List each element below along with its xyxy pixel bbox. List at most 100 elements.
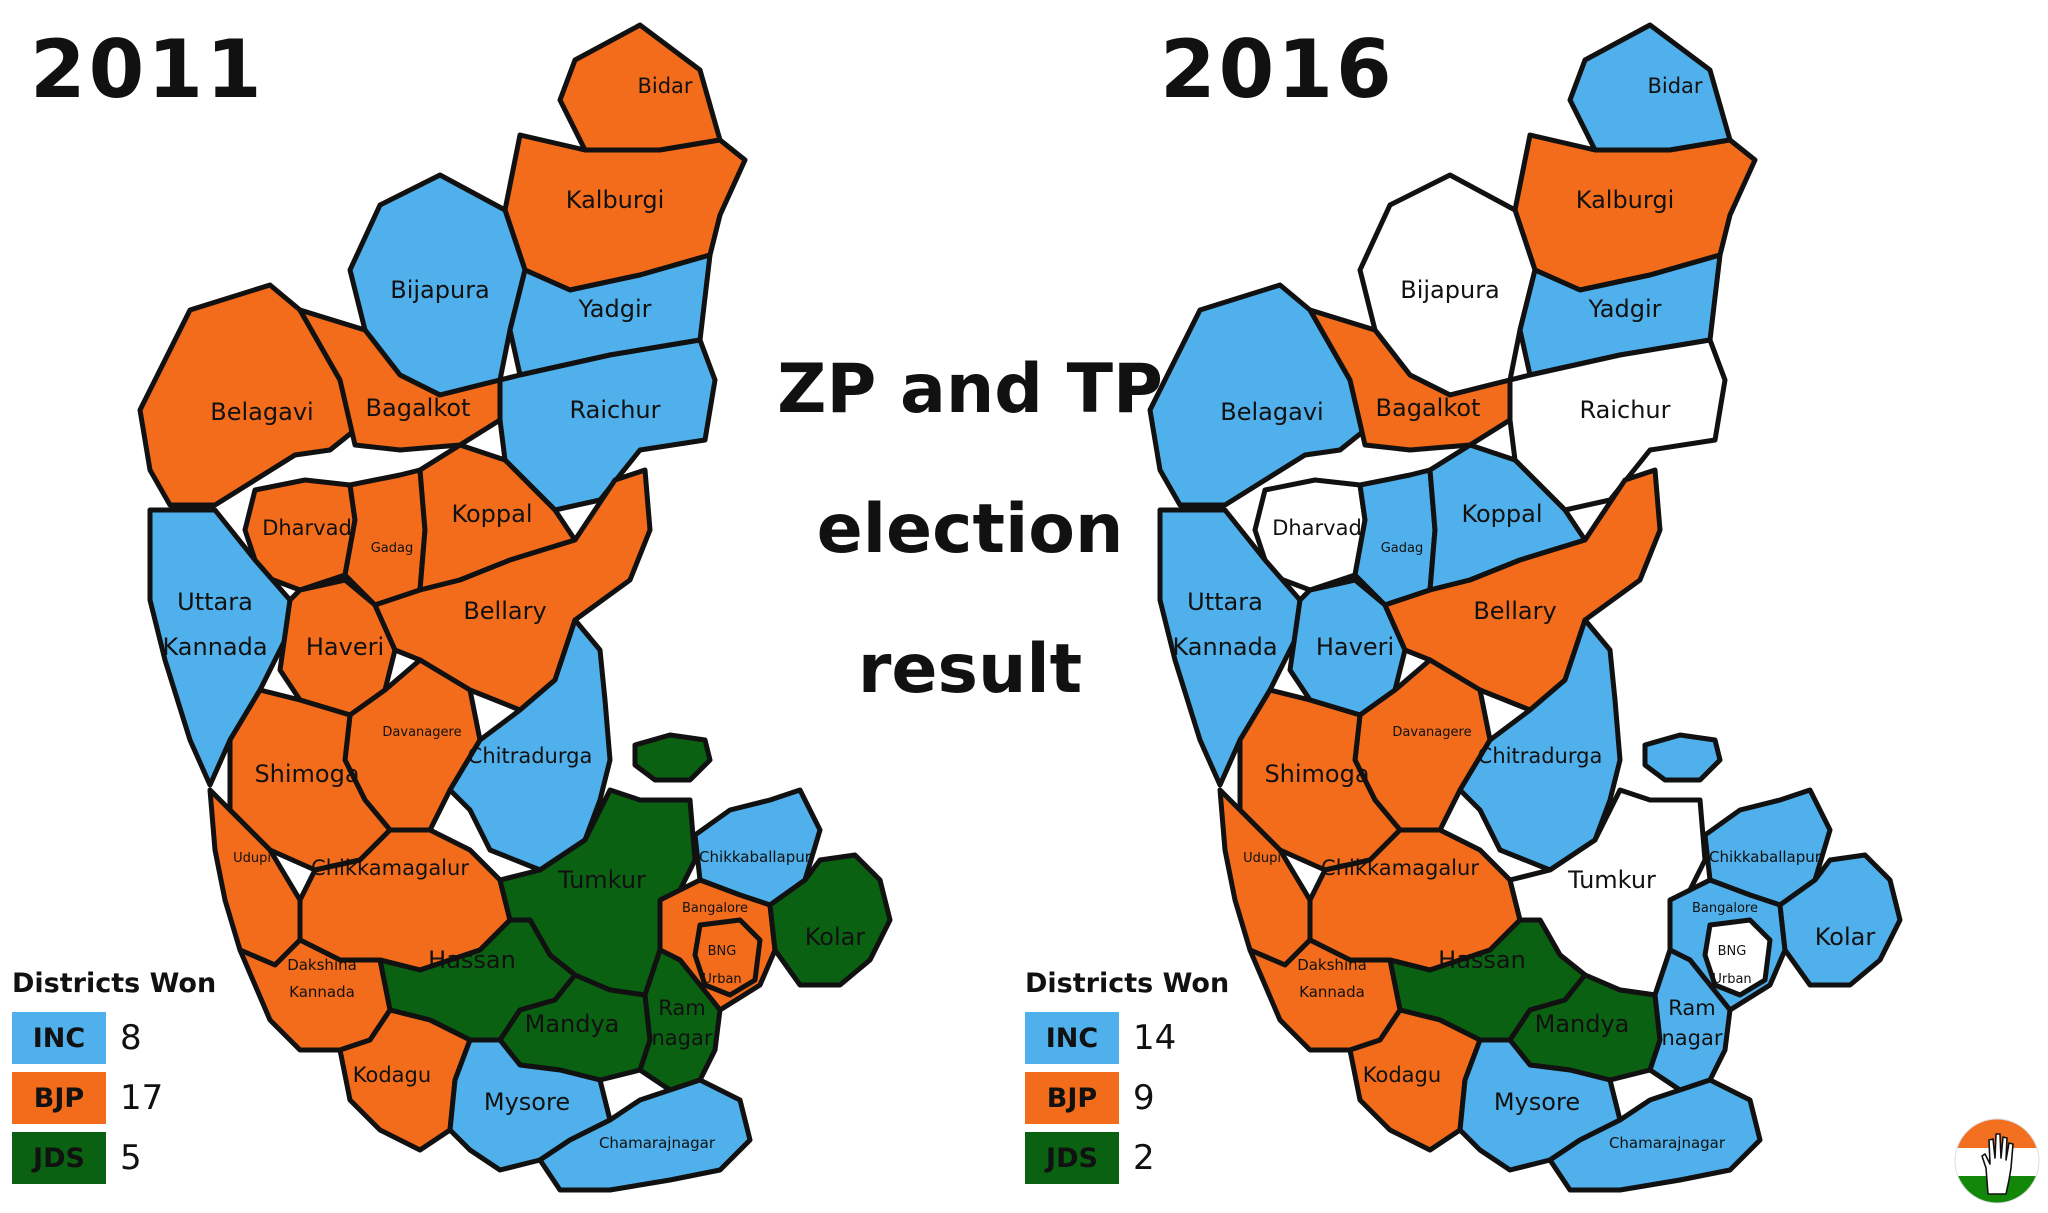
label-chamarajnagar: Chamarajnagar [1609, 1134, 1726, 1152]
label-gadag: Gadag [371, 541, 414, 556]
year-heading-2016: 2016 [1160, 23, 1395, 116]
label-uttara: Uttara [177, 588, 253, 616]
legend-row-jds: JDS 5 [12, 1129, 252, 1187]
legend-swatch-inc: INC [1025, 1012, 1119, 1064]
label-bellary: Bellary [463, 597, 546, 625]
title-line-3: result [857, 630, 1083, 709]
district-ramnagar[interactable] [637, 947, 723, 1093]
label-bijapura: Bijapura [1400, 276, 1500, 304]
label-davanagere: Davanagere [382, 725, 461, 740]
district-bellary[interactable] [372, 467, 653, 713]
label-chitradurga: Chitradurga [1478, 744, 1603, 768]
legend-count-jds: 2 [1133, 1138, 1155, 1178]
label-koppal: Koppal [1461, 500, 1542, 528]
label-haveri: Haveri [1316, 633, 1394, 661]
district-bagalkot[interactable] [1307, 307, 1513, 453]
label-gadag: Gadag [1381, 541, 1424, 556]
legend-swatch-jds: JDS [12, 1132, 106, 1184]
label-mysore: Mysore [1494, 1088, 1580, 1116]
district-kolar[interactable] [1777, 852, 1903, 988]
label-urban: Urban [702, 972, 741, 987]
label-uttara: Uttara [1187, 588, 1263, 616]
map-2011: Bidar Kalburgi Bijapura Yadgir Raichur B… [0, 0, 900, 1213]
label-bellary: Bellary [1473, 597, 1556, 625]
label-udupi: Udupi [1243, 851, 1281, 866]
label-raichur: Raichur [1579, 396, 1670, 424]
district-bagalkot[interactable] [297, 307, 503, 453]
district-ramnagar[interactable] [1647, 947, 1733, 1093]
label-ram: Ram [1668, 996, 1715, 1020]
label-hassan: Hassan [428, 946, 516, 974]
label-mandya: Mandya [525, 1010, 620, 1038]
district-gadag[interactable] [342, 467, 428, 608]
label-bidar: Bidar [1647, 74, 1702, 98]
district-bng-urban[interactable] [692, 917, 763, 998]
legend-count-bjp: 17 [120, 1078, 164, 1118]
label-shimoga: Shimoga [254, 760, 359, 788]
label-bagalkot: Bagalkot [366, 394, 471, 422]
label-shimoga: Shimoga [1264, 760, 1369, 788]
legend-row-inc: INC 8 [12, 1009, 252, 1067]
legend-heading: Districts Won [1025, 968, 1230, 999]
label-mandya: Mandya [1535, 1010, 1630, 1038]
district-bellary[interactable] [1382, 467, 1663, 713]
legend-heading: Districts Won [12, 968, 217, 999]
legend-swatch-inc: INC [12, 1012, 106, 1064]
district-chitradurga[interactable] [447, 617, 613, 873]
label-chamarajnagar: Chamarajnagar [599, 1134, 716, 1152]
district-enclave[interactable] [1642, 732, 1723, 783]
legend-row-bjp: BJP 9 [1025, 1069, 1265, 1127]
label-kannada-north: Kannada [162, 633, 267, 661]
legend-swatch-jds: JDS [1025, 1132, 1119, 1184]
label-belagavi: Belagavi [210, 398, 313, 426]
legend-row-bjp: BJP 17 [12, 1069, 252, 1127]
label-chitradurga: Chitradurga [468, 744, 593, 768]
label-bagalkot: Bagalkot [1376, 394, 1481, 422]
district-chamarajnagar[interactable] [537, 1077, 753, 1193]
label-kannada-north: Kannada [1172, 633, 1277, 661]
year-heading-2011: 2011 [30, 23, 265, 116]
label-kalburgi: Kalburgi [566, 186, 664, 214]
label-koppal: Koppal [451, 500, 532, 528]
legend-count-inc: 8 [120, 1018, 142, 1058]
label-tumkur: Tumkur [1567, 866, 1656, 894]
label-bangalore: Bangalore [1692, 901, 1758, 916]
district-chamarajnagar[interactable] [1547, 1077, 1763, 1193]
election-title: ZP and TP election result [760, 320, 1180, 740]
legend-row-jds: JDS 2 [1025, 1129, 1265, 1187]
label-kodagu: Kodagu [353, 1063, 431, 1087]
label-bng: BNG [708, 944, 737, 959]
legend-2016: Districts Won INC 14 BJP 9 JDS 2 [1025, 968, 1265, 1189]
district-chitradurga[interactable] [1457, 617, 1623, 873]
district-kolar[interactable] [767, 852, 893, 988]
label-urban: Urban [1712, 972, 1751, 987]
label-bng: BNG [1718, 944, 1747, 959]
label-kannada-south: Kannada [289, 983, 355, 1001]
label-bidar: Bidar [637, 74, 692, 98]
label-yadgir: Yadgir [577, 295, 651, 323]
label-mysore: Mysore [484, 1088, 570, 1116]
legend-count-jds: 5 [120, 1138, 142, 1178]
district-shapes [137, 22, 893, 1193]
legend-count-inc: 14 [1133, 1018, 1177, 1058]
label-bijapura: Bijapura [390, 276, 490, 304]
label-dakshina: Dakshina [287, 956, 357, 974]
legend-swatch-bjp: BJP [1025, 1072, 1119, 1124]
title-line-1: ZP and TP [777, 350, 1163, 429]
label-chikkamagalur: Chikkamagalur [1321, 856, 1479, 880]
label-kolar: Kolar [1815, 923, 1876, 951]
label-dakshina: Dakshina [1297, 956, 1367, 974]
legend-swatch-bjp: BJP [12, 1072, 106, 1124]
district-labels: Bidar Kalburgi Bijapura Yadgir Raichur B… [1172, 74, 1875, 1152]
map-2016: Bidar Kalburgi Bijapura Yadgir Raichur B… [1010, 0, 1910, 1213]
district-bng-urban[interactable] [1702, 917, 1773, 998]
label-yadgir: Yadgir [1587, 295, 1661, 323]
legend-2011: Districts Won INC 8 BJP 17 JDS 5 [12, 968, 252, 1189]
label-kolar: Kolar [805, 923, 866, 951]
label-chikkamagalur: Chikkamagalur [311, 856, 469, 880]
district-enclave[interactable] [632, 732, 713, 783]
title-line-2: election [816, 490, 1124, 569]
label-kannada-south: Kannada [1299, 983, 1365, 1001]
district-gadag[interactable] [1352, 467, 1438, 608]
district-shapes [1147, 22, 1903, 1193]
